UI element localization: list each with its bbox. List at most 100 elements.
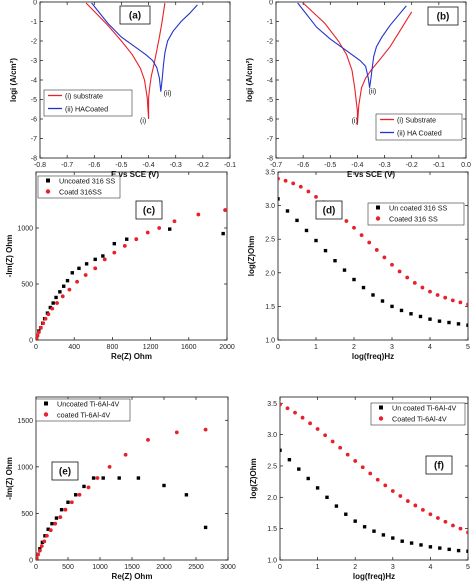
legend-swatch-square xyxy=(376,205,380,210)
y-tick-label: 2.5 xyxy=(267,463,277,470)
x-tick-label: 1200 xyxy=(143,344,159,351)
x-axis-label: E vs SCE (V) xyxy=(111,170,159,179)
data-point-square xyxy=(65,278,70,283)
plot-frame xyxy=(39,1,231,159)
data-point-square xyxy=(168,227,172,231)
plot-area xyxy=(85,2,198,120)
data-point-circle xyxy=(58,515,63,520)
data-point-circle xyxy=(390,489,395,493)
data-point-square xyxy=(314,238,318,243)
x-tick-label: -0.4 xyxy=(351,162,363,169)
data-point-circle xyxy=(36,552,40,557)
data-point-circle xyxy=(50,306,55,311)
data-point-square xyxy=(409,541,414,545)
panel-label: (e) xyxy=(59,467,71,478)
data-point-circle xyxy=(37,548,42,553)
x-tick-label: -0.2 xyxy=(197,162,209,169)
legend-swatch-circle xyxy=(375,216,381,221)
y-tick-label: -3 xyxy=(31,58,37,65)
data-point-circle xyxy=(38,325,43,330)
x-tick-label: -0.5 xyxy=(324,162,336,169)
legend-label: Coated 316 SS xyxy=(389,215,438,224)
panel-label-box xyxy=(425,455,453,475)
data-point-square xyxy=(287,457,292,462)
data-point-square xyxy=(50,521,54,526)
data-point-circle xyxy=(123,452,128,457)
panel-label: (a) xyxy=(129,11,141,22)
legend-label: coated Ti-6Al-4V xyxy=(57,411,110,420)
x-tick-label: -0.1 xyxy=(224,162,236,169)
data-point-circle xyxy=(112,250,117,255)
chart-2: 0 400 800 1200 1600 2000 0 500 1000 Re(Z) Ohm -Im(… xyxy=(5,171,235,361)
data-point-square xyxy=(46,527,50,531)
data-point-circle xyxy=(443,295,448,300)
y-tick-label: 1.0 xyxy=(265,338,275,345)
data-point-square xyxy=(399,308,404,313)
data-point-square xyxy=(353,519,357,523)
data-point-circle xyxy=(374,248,379,252)
x-axis-label: E vs SCE (V) xyxy=(347,170,395,179)
legend-label: (ii) HA Coated xyxy=(397,129,442,138)
plot-frame xyxy=(35,171,228,341)
legend-label: Un coated Ti-6Al-4V xyxy=(392,404,457,413)
data-point-circle xyxy=(48,528,53,533)
data-point-circle xyxy=(405,275,410,280)
x-axis-label: Re(Z) Ohm xyxy=(111,352,152,361)
data-point-square xyxy=(466,323,468,327)
data-point-square xyxy=(323,248,328,253)
y-tick-label: 3.5 xyxy=(265,170,275,177)
x-axis-label: log(freq)Hz xyxy=(352,352,394,361)
x-tick-label: -0.2 xyxy=(406,162,418,169)
data-point-square xyxy=(162,483,166,488)
data-point-circle xyxy=(420,285,425,290)
x-tick-label: 2000 xyxy=(219,344,235,351)
y-tick-label: -4 xyxy=(31,78,37,85)
y-tick-label: 1000 xyxy=(17,226,33,233)
data-point-square xyxy=(82,484,86,489)
data-point-square xyxy=(117,476,121,480)
y-axis-label: log(Z)Ohm xyxy=(249,458,258,498)
data-point-square xyxy=(285,209,290,213)
chart-1: -0.7 -0.6 -0.5 -0.4 -0.3 -0.2 -0.1 0.0 0 -1 -2 -3 -4… xyxy=(245,0,471,179)
data-point-circle xyxy=(42,539,47,544)
data-point-circle xyxy=(353,459,358,463)
data-point-circle xyxy=(36,333,40,338)
y-tick-label: 500 xyxy=(21,511,33,518)
data-point-circle xyxy=(450,298,455,303)
data-point-square xyxy=(51,301,55,305)
data-point-circle xyxy=(122,244,127,248)
data-point-circle xyxy=(93,266,98,271)
data-point-square xyxy=(381,533,386,537)
data-point-square xyxy=(184,493,189,497)
data-point-square xyxy=(447,320,451,325)
x-tick-label: -0.7 xyxy=(270,162,282,169)
data-point-circle xyxy=(223,208,227,212)
y-tick-label: 0 xyxy=(33,0,37,7)
series-line-0 xyxy=(302,2,413,125)
data-point-circle xyxy=(428,289,432,294)
x-tick-label: 4 xyxy=(428,564,432,571)
x-tick-label: 4 xyxy=(428,344,432,351)
y-axis-label: log(Z)Ohm xyxy=(247,236,256,276)
data-point-circle xyxy=(345,452,350,457)
data-point-circle xyxy=(83,273,88,277)
x-tick-label: 0 xyxy=(34,564,38,571)
data-point-circle xyxy=(344,219,349,223)
legend-label: Coatd 316SS xyxy=(59,188,102,197)
x-tick-label: -0.1 xyxy=(433,162,445,169)
y-axis-label: logi (A/cm²) xyxy=(245,58,254,102)
x-tick-label: 5 xyxy=(466,344,470,351)
y-tick-label: -5 xyxy=(267,97,273,104)
data-point-circle xyxy=(107,464,112,469)
data-point-circle xyxy=(146,437,150,442)
legend-label: Un coated 316 SS xyxy=(389,204,448,213)
panel-label: (d) xyxy=(323,206,336,217)
data-point-square xyxy=(333,259,337,263)
data-point-circle xyxy=(60,294,65,299)
x-tick-label: -0.7 xyxy=(61,162,73,169)
data-point-square xyxy=(278,197,280,201)
data-point-circle xyxy=(285,406,290,411)
y-tick-label: 3.5 xyxy=(267,401,277,408)
data-point-square xyxy=(409,312,413,316)
x-tick-label: 1 xyxy=(316,564,320,571)
